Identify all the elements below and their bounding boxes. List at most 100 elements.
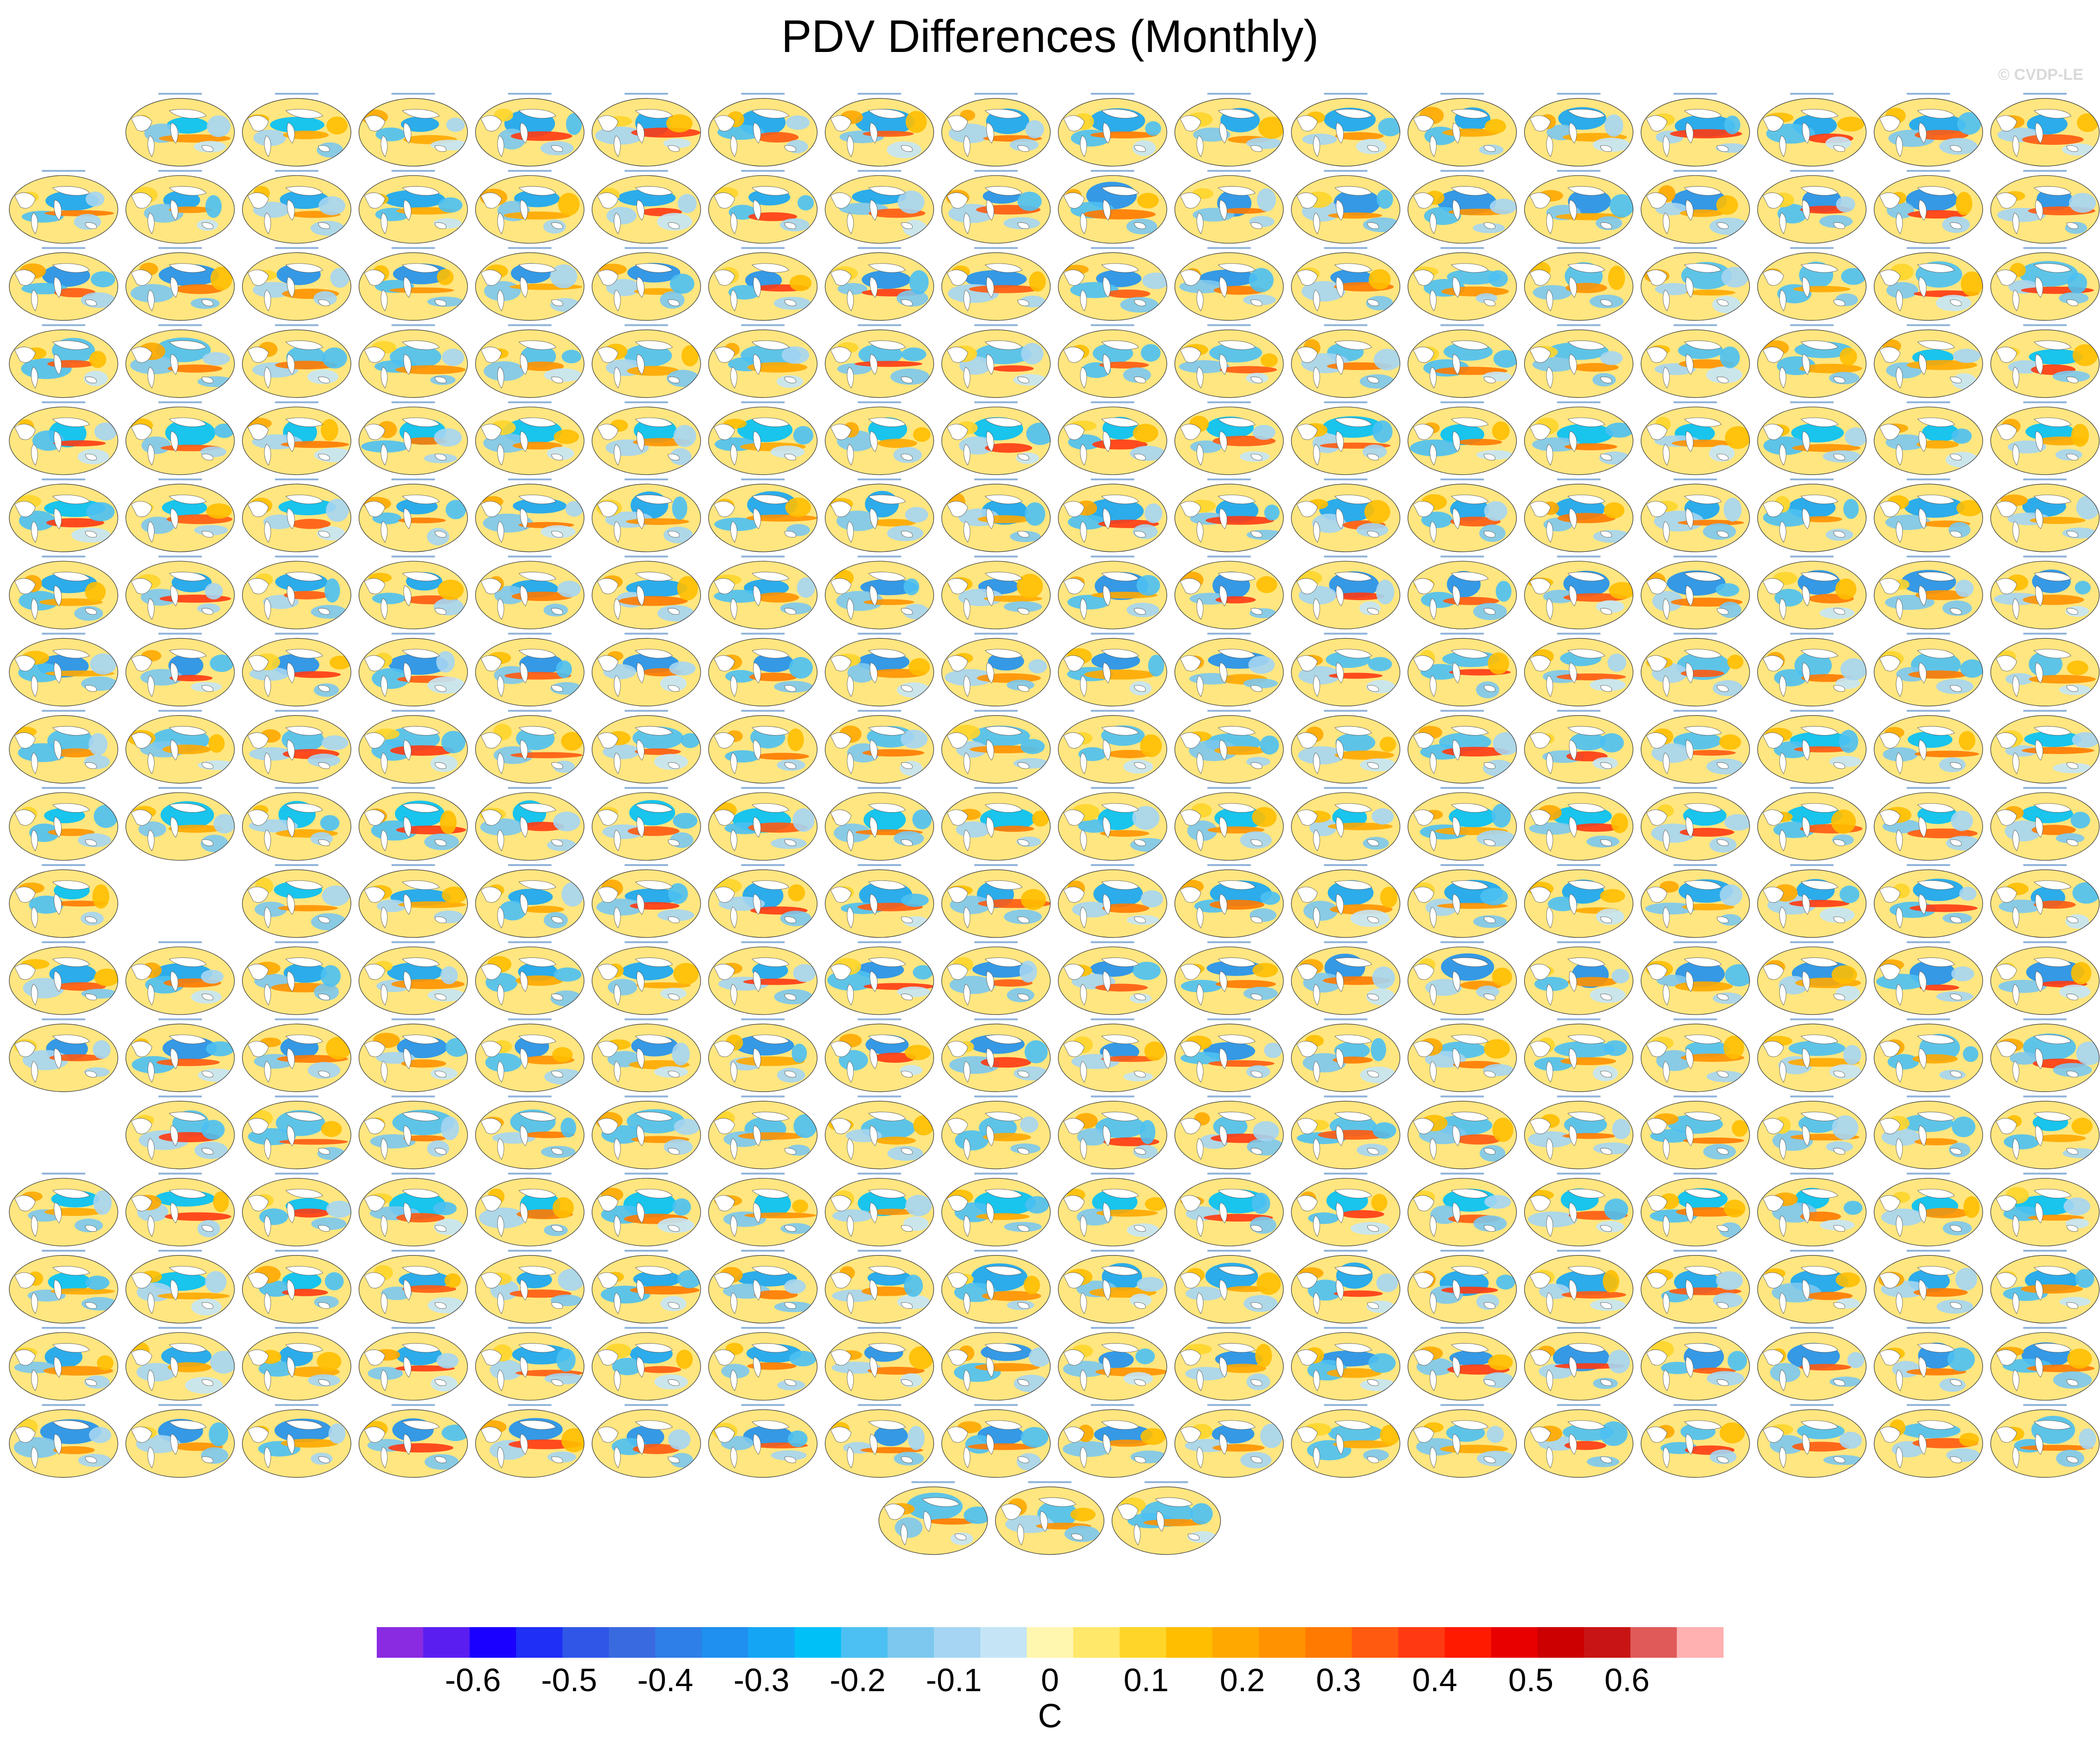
map-panel [475,1250,585,1324]
panel-label [741,941,785,944]
panel-label [625,941,668,944]
panel-label [1440,324,1484,326]
map-panel [1641,864,1750,938]
map-panel [1757,941,1867,1015]
panel-label [1907,864,1950,866]
panel-label [1207,324,1251,326]
map-panel [941,478,1051,552]
map-panel [1174,170,1284,244]
panel-label [2023,170,2067,172]
map-panel [1407,324,1517,398]
map-panel [825,1327,934,1401]
panel-label [1091,1327,1134,1329]
map-panel [1990,93,2100,167]
map-panel [1757,556,1867,629]
map-panel [358,1250,468,1324]
panel-label [857,1172,902,1175]
panel-label [974,1327,1018,1329]
colorbar-swatch [423,1627,470,1658]
panel-label [391,1250,435,1252]
panel-label [1440,247,1484,249]
panel-label [1091,247,1134,249]
map-panel [1874,247,1983,321]
map-panel [1407,941,1517,1015]
panel-label [391,1172,435,1175]
panel-label [1440,1018,1484,1021]
map-panel [1757,324,1867,398]
map-panel [592,1250,701,1324]
panel-label [1324,401,1367,403]
map-panel [825,864,934,938]
map-panel [1407,93,1517,167]
map-panel [1058,401,1167,475]
panel-label [625,1018,668,1021]
map-panel [1291,1404,1400,1478]
map-panel [1174,787,1284,861]
map-panel [9,787,118,861]
map-panel [1990,633,2100,707]
map-panel [358,247,468,321]
panel-label [1440,1327,1484,1329]
map-panel [708,556,818,629]
panel-label [1557,1018,1601,1021]
panel-label [1790,1172,1834,1175]
panel-label [158,633,202,635]
map-panel [941,633,1051,707]
panel-label [741,633,785,635]
panel-label [625,1250,668,1252]
panel-label [42,1327,85,1329]
map-panel [941,556,1051,629]
map-panel [1641,1404,1750,1478]
panel-label [1907,1095,1950,1098]
colorbar-tick-label: -0.4 [638,1662,694,1698]
map-panel [475,787,585,861]
map-panel [1874,1327,1983,1401]
map-panel [242,1327,352,1401]
map-panel [1757,1172,1867,1247]
map-panel [1757,93,1867,167]
map-panel [941,1327,1051,1401]
panel-label [275,864,319,866]
map-panel [1058,1172,1167,1247]
map-panel [1757,710,1867,784]
map-panel [1058,556,1167,629]
map-panel [708,170,818,244]
map-panel [475,478,585,552]
panel-label [42,1250,85,1252]
panel-label [1207,710,1251,712]
colorbar-swatch [794,1627,842,1658]
panel-label [275,633,319,635]
map-panel [1058,247,1167,321]
map-panel [1874,93,1983,167]
map-panel [1407,170,1517,244]
panel-label [857,324,902,326]
map-panel [242,864,352,938]
map-panel [592,1327,701,1401]
map-panel [1524,787,1634,861]
colorbar-swatch [655,1627,702,1658]
panel-label [1324,170,1367,172]
map-panel [1291,1018,1400,1092]
colorbar-swatch [1491,1627,1538,1658]
panel-label [1907,93,1950,95]
map-panel [825,170,934,244]
map-panel [825,401,934,475]
map-panel [1524,1327,1634,1401]
map-panel [708,1250,818,1324]
panel-label [1790,710,1834,712]
map-panel [9,478,118,552]
map-panel [825,633,934,707]
panel-label [1440,864,1484,866]
map-panel [9,1172,118,1247]
map-panel [1174,1327,1284,1401]
panel-label [275,324,319,326]
map-panel [1524,93,1634,167]
map-panel [358,556,468,629]
panel-label [2023,787,2067,789]
panel-label [1440,1172,1484,1175]
colorbar-swatch [1352,1627,1399,1658]
panel-label [42,170,85,172]
panel-label [1557,170,1601,172]
map-panel [592,1095,701,1170]
map-panel [708,1404,818,1478]
